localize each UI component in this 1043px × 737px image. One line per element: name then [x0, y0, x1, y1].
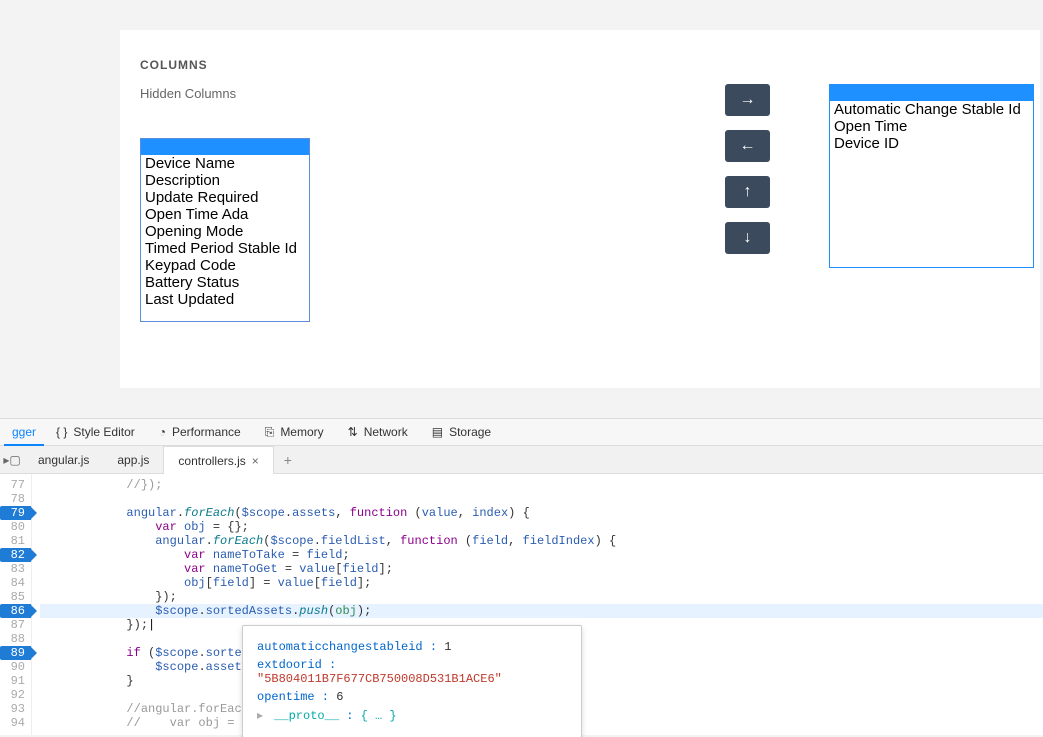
file-tab-angular[interactable]: angular.js: [24, 446, 103, 474]
list-item[interactable]: Update Required: [141, 189, 309, 206]
line-number[interactable]: 84: [0, 576, 31, 590]
list-item[interactable]: Device ID: [830, 135, 1033, 152]
code-line[interactable]: var nameToTake = field;: [40, 548, 1043, 562]
line-number[interactable]: 91: [0, 674, 31, 688]
gauge-icon: ◔: [159, 425, 166, 439]
move-up-button[interactable]: ↑: [725, 176, 770, 208]
code-line[interactable]: angular.forEach($scope.assets, function …: [40, 506, 1043, 520]
list-item[interactable]: Opening Mode: [141, 223, 309, 240]
move-down-button[interactable]: ↓: [725, 222, 770, 254]
file-tab-controllers[interactable]: controllers.js×: [163, 446, 273, 474]
line-number-gutter[interactable]: 777879808182838485868788899091929394: [0, 474, 32, 735]
code-line[interactable]: var obj = {};: [40, 520, 1043, 534]
tooltip-property: opentime : 6: [257, 690, 567, 704]
object-inspector-tooltip: automaticchangestableid : 1 extdoorid : "…: [242, 625, 582, 737]
line-number[interactable]: 87: [0, 618, 31, 632]
list-item[interactable]: Description: [141, 172, 309, 189]
list-item[interactable]: Last Updated: [141, 291, 309, 308]
move-left-button[interactable]: ←: [725, 130, 770, 162]
code-line[interactable]: var nameToGet = value[field];: [40, 562, 1043, 576]
close-icon[interactable]: ×: [252, 454, 259, 468]
new-tab-button[interactable]: +: [274, 452, 302, 468]
tab-style-editor[interactable]: { }Style Editor: [44, 418, 147, 446]
code-line[interactable]: });: [40, 590, 1043, 604]
line-number[interactable]: 79: [0, 506, 31, 520]
network-icon: ⇅: [348, 425, 358, 439]
tab-memory[interactable]: ⎘Memory: [253, 418, 336, 446]
list-item[interactable]: Device Name: [141, 155, 309, 172]
list-item-selected[interactable]: [141, 139, 309, 155]
list-item[interactable]: Keypad Code: [141, 257, 309, 274]
tab-debugger[interactable]: gger: [4, 418, 44, 446]
line-number[interactable]: 85: [0, 590, 31, 604]
tab-performance[interactable]: ◔Performance: [147, 418, 253, 446]
line-number[interactable]: 82: [0, 548, 31, 562]
expand-icon[interactable]: ▸: [257, 708, 267, 723]
list-item[interactable]: Timed Period Stable Id: [141, 240, 309, 257]
list-item-selected[interactable]: [830, 85, 1033, 101]
tab-network[interactable]: ⇅Network: [336, 418, 420, 446]
code-line[interactable]: obj[field] = value[field];: [40, 576, 1043, 590]
proto-row[interactable]: ▸ __proto__ : { … }: [257, 708, 567, 723]
tab-storage[interactable]: ▤Storage: [420, 418, 503, 446]
code-line[interactable]: //});: [40, 478, 1043, 492]
hidden-columns-listbox[interactable]: Device NameDescriptionUpdate RequiredOpe…: [140, 138, 310, 322]
line-number[interactable]: 88: [0, 632, 31, 646]
file-tabs: ▸▢ angular.js app.js controllers.js× +: [0, 446, 1043, 474]
tooltip-property: extdoorid : "5B804011B7F677CB750008D531B…: [257, 658, 567, 686]
section-title: COLUMNS: [140, 58, 1020, 72]
line-number[interactable]: 86: [0, 604, 31, 618]
braces-icon: { }: [56, 425, 67, 439]
list-item[interactable]: Battery Status: [141, 274, 309, 291]
storage-icon: ▤: [432, 425, 443, 439]
move-right-button[interactable]: →: [725, 84, 770, 116]
code-line[interactable]: $scope.sortedAssets.push(obj);: [40, 604, 1043, 618]
line-number[interactable]: 89: [0, 646, 31, 660]
columns-card: COLUMNS Hidden Columns Device NameDescri…: [120, 30, 1040, 388]
source-toggle-icon[interactable]: ▸▢: [0, 453, 24, 467]
file-tab-app[interactable]: app.js: [103, 446, 163, 474]
line-number[interactable]: 78: [0, 492, 31, 506]
list-item[interactable]: Open Time: [830, 118, 1033, 135]
code-line[interactable]: [40, 492, 1043, 506]
column-move-buttons: → ← ↑ ↓: [725, 84, 770, 254]
devtools-tabbar: gger { }Style Editor ◔Performance ⎘Memor…: [0, 418, 1043, 446]
visible-columns-listbox[interactable]: Automatic Change Stable IdOpen TimeDevic…: [829, 84, 1034, 268]
list-item[interactable]: Automatic Change Stable Id: [830, 101, 1033, 118]
line-number[interactable]: 94: [0, 716, 31, 730]
line-number[interactable]: 81: [0, 534, 31, 548]
tooltip-property: automaticchangestableid : 1: [257, 640, 567, 654]
line-number[interactable]: 90: [0, 660, 31, 674]
line-number[interactable]: 92: [0, 688, 31, 702]
memory-icon: ⎘: [265, 425, 275, 440]
code-line[interactable]: angular.forEach($scope.fieldList, functi…: [40, 534, 1043, 548]
list-item[interactable]: Open Time Ada: [141, 206, 309, 223]
line-number[interactable]: 80: [0, 520, 31, 534]
line-number[interactable]: 93: [0, 702, 31, 716]
line-number[interactable]: 77: [0, 478, 31, 492]
line-number[interactable]: 83: [0, 562, 31, 576]
